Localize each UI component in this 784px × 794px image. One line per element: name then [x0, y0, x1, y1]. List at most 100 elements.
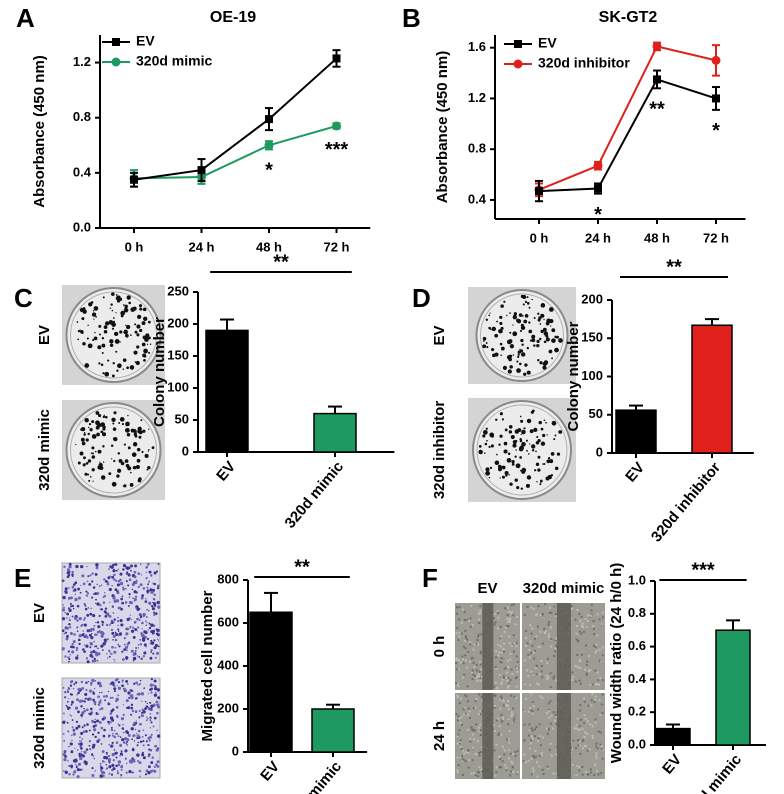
cell	[147, 693, 150, 695]
texture	[534, 755, 537, 758]
cell	[108, 568, 110, 570]
colony	[132, 442, 138, 447]
colony	[88, 479, 91, 482]
cell	[138, 716, 141, 719]
colony	[135, 360, 140, 366]
texture	[462, 676, 465, 679]
colony	[130, 334, 132, 336]
cell	[66, 571, 70, 575]
legend-marker	[112, 38, 120, 46]
colony	[500, 326, 504, 330]
cell	[131, 735, 134, 737]
y-tick-label: 1.2	[73, 54, 91, 69]
colony	[92, 452, 95, 455]
texture	[505, 738, 508, 741]
texture	[527, 675, 530, 678]
cell	[69, 626, 72, 629]
point	[653, 75, 661, 84]
cell	[89, 646, 92, 649]
cell	[110, 721, 112, 723]
texture	[479, 713, 482, 716]
colony	[84, 417, 89, 423]
cell	[153, 679, 157, 683]
image-column-label: EV	[477, 580, 497, 597]
cell	[129, 759, 132, 763]
texture	[472, 648, 475, 651]
colony	[523, 427, 526, 430]
bar	[313, 412, 357, 453]
cell	[68, 773, 71, 776]
texture	[584, 668, 587, 671]
texture	[530, 670, 533, 673]
texture	[545, 727, 548, 730]
texture	[511, 721, 514, 724]
cell	[145, 598, 147, 600]
cell	[92, 724, 96, 728]
cell	[111, 645, 114, 649]
texture	[466, 638, 469, 641]
texture	[467, 750, 470, 753]
colony	[499, 321, 503, 326]
cell	[81, 686, 85, 690]
cell	[147, 718, 149, 720]
cell	[116, 771, 120, 775]
texture	[471, 733, 474, 736]
texture	[555, 753, 558, 756]
cell	[142, 744, 145, 747]
texture	[538, 754, 541, 757]
colony	[125, 324, 131, 330]
bar	[205, 329, 249, 453]
texture	[597, 773, 600, 776]
texture	[535, 673, 538, 676]
colony	[516, 318, 520, 323]
cell	[115, 632, 119, 636]
colony	[117, 452, 121, 455]
texture	[474, 700, 477, 703]
cell	[93, 657, 96, 660]
chart-title: OE-19	[210, 9, 256, 26]
texture	[529, 742, 532, 745]
cell	[61, 647, 65, 651]
cell	[149, 719, 152, 721]
colony	[520, 352, 526, 357]
texture	[515, 645, 518, 648]
texture	[509, 653, 512, 656]
cell	[126, 744, 128, 746]
texture	[554, 647, 557, 650]
cell	[129, 614, 132, 616]
texture	[508, 621, 511, 624]
cell	[156, 628, 160, 632]
cell	[100, 608, 104, 611]
series-line	[538, 45, 717, 191]
y-tick-label: 150	[581, 330, 603, 345]
colony	[104, 415, 108, 419]
cell	[69, 631, 73, 636]
colony	[478, 449, 483, 455]
cell	[108, 772, 111, 775]
colony	[93, 318, 95, 320]
texture	[493, 612, 496, 615]
colony	[504, 428, 508, 432]
cell	[105, 694, 108, 698]
texture	[505, 676, 508, 679]
texture	[555, 637, 558, 640]
texture	[582, 738, 585, 741]
colony	[547, 457, 551, 460]
colony	[520, 419, 524, 423]
colony	[491, 348, 495, 352]
colony	[499, 434, 503, 438]
texture	[575, 724, 578, 727]
texture	[506, 606, 509, 609]
point	[593, 161, 603, 171]
colony	[506, 339, 512, 345]
cell	[86, 636, 89, 639]
texture	[513, 717, 516, 720]
colony	[94, 450, 97, 453]
texture	[477, 713, 480, 716]
point	[265, 115, 273, 124]
colony	[148, 351, 151, 354]
texture	[581, 622, 584, 625]
colony	[542, 361, 548, 367]
texture	[478, 675, 481, 678]
cell	[114, 751, 118, 755]
